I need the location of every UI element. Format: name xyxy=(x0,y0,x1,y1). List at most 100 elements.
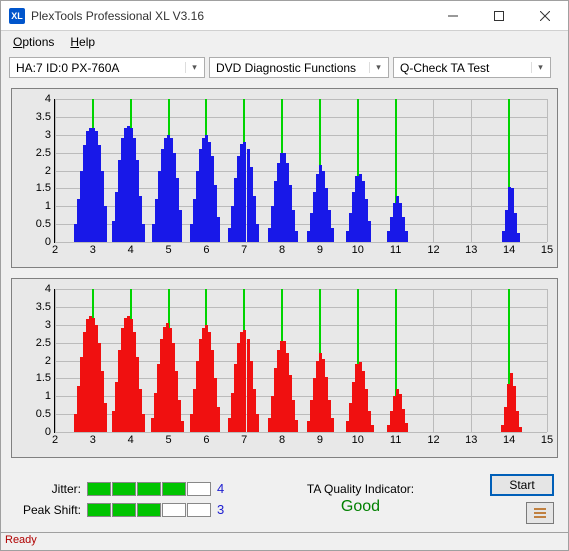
x-tick-label: 9 xyxy=(317,432,323,446)
y-tick-label: 2 xyxy=(45,355,55,367)
y-tick-label: 1.5 xyxy=(36,182,55,194)
minimize-icon xyxy=(448,11,458,21)
segment xyxy=(162,482,186,496)
toolbar: HA:7 ID:0 PX-760A ▾ DVD Diagnostic Funct… xyxy=(1,53,568,82)
charts-area: 00.511.522.533.5423456789101112131415 00… xyxy=(1,82,568,466)
action-buttons: Start xyxy=(490,474,554,524)
jitter-value: 4 xyxy=(217,481,231,496)
y-tick-label: 2.5 xyxy=(36,337,55,349)
segment xyxy=(187,482,211,496)
y-tick-label: 1.5 xyxy=(36,372,55,384)
data-bar xyxy=(142,224,145,242)
x-tick-label: 6 xyxy=(203,432,209,446)
x-tick-label: 11 xyxy=(390,432,401,446)
y-tick-label: 3 xyxy=(45,319,55,331)
x-tick-label: 15 xyxy=(541,432,553,446)
start-button[interactable]: Start xyxy=(490,474,554,496)
x-tick-label: 10 xyxy=(352,242,364,256)
data-bar xyxy=(517,233,520,242)
x-tick-label: 5 xyxy=(165,432,171,446)
data-bar xyxy=(295,420,298,433)
options-button[interactable] xyxy=(526,502,554,524)
y-tick-label: 2 xyxy=(45,165,55,177)
data-bar xyxy=(142,414,145,432)
y-tick-label: 1 xyxy=(45,200,55,212)
menu-options[interactable]: Options xyxy=(7,33,60,51)
maximize-button[interactable] xyxy=(476,1,522,30)
data-bar xyxy=(179,210,182,242)
y-tick-label: 2.5 xyxy=(36,147,55,159)
category-dropdown[interactable]: DVD Diagnostic Functions ▾ xyxy=(209,57,389,78)
close-icon xyxy=(540,11,550,21)
segment xyxy=(162,503,186,517)
chevron-down-icon: ▾ xyxy=(185,62,200,73)
x-tick-label: 4 xyxy=(128,432,134,446)
x-tick-label: 13 xyxy=(465,242,477,256)
x-tick-label: 12 xyxy=(427,242,439,256)
statusbar: Ready xyxy=(1,532,568,550)
x-tick-label: 10 xyxy=(352,432,364,446)
x-tick-label: 13 xyxy=(465,432,477,446)
x-tick-label: 4 xyxy=(128,242,134,256)
test-dropdown-label: Q-Check TA Test xyxy=(400,61,531,75)
bottom-chart-plot: 00.511.522.533.5423456789101112131415 xyxy=(54,289,547,433)
y-tick-label: 1 xyxy=(45,390,55,402)
segment xyxy=(112,503,136,517)
data-bar xyxy=(405,423,408,432)
segment xyxy=(87,503,111,517)
quality-label: TA Quality Indicator: xyxy=(247,482,474,496)
test-dropdown[interactable]: Q-Check TA Test ▾ xyxy=(393,57,551,78)
y-tick-label: 3.5 xyxy=(36,111,55,123)
x-tick-label: 14 xyxy=(503,242,515,256)
data-bar xyxy=(331,228,334,242)
jitter-bar xyxy=(87,482,211,496)
x-tick-label: 3 xyxy=(90,432,96,446)
menu-help[interactable]: Help xyxy=(64,33,101,51)
chevron-down-icon: ▾ xyxy=(369,62,384,73)
minimize-button[interactable] xyxy=(430,1,476,30)
peak-shift-value: 3 xyxy=(217,502,231,517)
y-tick-label: 3 xyxy=(45,129,55,141)
device-dropdown-label: HA:7 ID:0 PX-760A xyxy=(16,61,185,75)
y-tick-label: 0.5 xyxy=(36,408,55,420)
quality-value: Good xyxy=(247,498,474,516)
x-tick-label: 12 xyxy=(427,432,439,446)
data-bar xyxy=(371,425,374,432)
close-button[interactable] xyxy=(522,1,568,30)
x-tick-label: 6 xyxy=(203,242,209,256)
segment xyxy=(137,503,161,517)
segment xyxy=(187,503,211,517)
titlebar: XL PlexTools Professional XL V3.16 xyxy=(1,1,568,31)
quality-indicator: TA Quality Indicator: Good xyxy=(247,482,474,516)
top-chart-plot: 00.511.522.533.5423456789101112131415 xyxy=(54,99,547,243)
x-tick-label: 2 xyxy=(52,432,58,446)
peak-shift-label: Peak Shift: xyxy=(15,503,81,517)
y-tick-label: 0.5 xyxy=(36,218,55,230)
x-tick-label: 8 xyxy=(279,432,285,446)
peak-shift-row: Peak Shift: 3 xyxy=(15,502,231,517)
segment xyxy=(87,482,111,496)
window-title: PlexTools Professional XL V3.16 xyxy=(31,9,430,23)
y-tick-label: 4 xyxy=(45,283,55,295)
x-tick-label: 14 xyxy=(503,432,515,446)
bottom-chart: 00.511.522.533.5423456789101112131415 xyxy=(11,278,558,458)
x-tick-label: 5 xyxy=(165,242,171,256)
chevron-down-icon: ▾ xyxy=(531,62,546,73)
x-tick-label: 8 xyxy=(279,242,285,256)
data-bar xyxy=(104,206,107,242)
data-bar xyxy=(256,414,259,432)
data-bar xyxy=(368,221,371,242)
x-tick-label: 7 xyxy=(241,432,247,446)
jitter-label: Jitter: xyxy=(15,482,81,496)
data-bar xyxy=(519,427,522,432)
y-tick-label: 3.5 xyxy=(36,301,55,313)
data-bar xyxy=(331,418,334,432)
x-tick-label: 15 xyxy=(541,242,553,256)
data-bar xyxy=(405,231,408,242)
peak-shift-bar xyxy=(87,503,211,517)
device-dropdown[interactable]: HA:7 ID:0 PX-760A ▾ xyxy=(9,57,205,78)
menubar: Options Help xyxy=(1,31,568,53)
data-bar xyxy=(256,224,259,242)
maximize-icon xyxy=(494,11,504,21)
x-tick-label: 7 xyxy=(241,242,247,256)
